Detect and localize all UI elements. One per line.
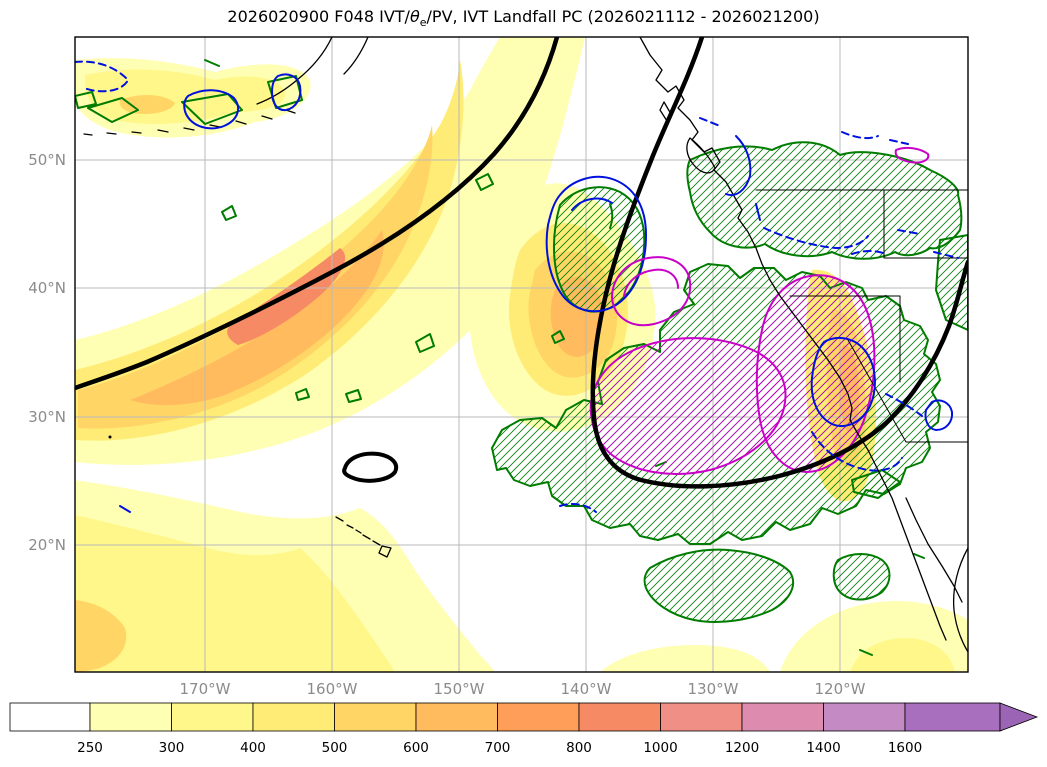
- colorbar-segment: [578, 702, 661, 732]
- colorbar-segment: [904, 702, 1001, 732]
- x-axis-labels: 170°W 160°W 150°W 140°W 130°W 120°W: [180, 680, 866, 698]
- colorbar-segment: [497, 702, 580, 732]
- pv-contour-closed-cell: [342, 451, 398, 483]
- title-text-2: /PV, IVT Landfall PC (2026021112 - 20260…: [426, 7, 820, 26]
- colorbar-extend-arrow: [999, 702, 1039, 732]
- pv-contours: [75, 37, 968, 489]
- blue-contours-dashed: [75, 60, 959, 513]
- y-tick-label: 50°N: [28, 151, 66, 169]
- colorbar-segment: [823, 702, 906, 732]
- x-tick-label: 120°W: [815, 680, 866, 698]
- title-text-1: 2026020900 F048 IVT/: [227, 7, 410, 26]
- colorbar-tick-label: 1400: [806, 740, 840, 756]
- colorbar-segment: [334, 702, 417, 732]
- colorbar-tick-label: 700: [485, 740, 511, 756]
- colorbar-tick-label: 400: [240, 740, 266, 756]
- pv-contour-west: [75, 37, 560, 391]
- y-axis-labels: 50°N 40°N 30°N 20°N: [28, 151, 66, 554]
- coastlines: [83, 37, 968, 653]
- colorbar-tick-label: 1600: [888, 740, 922, 756]
- colorbar-tick-label: 250: [77, 740, 103, 756]
- colorbar-tick-label: 600: [403, 740, 429, 756]
- x-tick-label: 130°W: [688, 680, 739, 698]
- colorbar-tick-label: 300: [159, 740, 185, 756]
- x-tick-label: 140°W: [561, 680, 612, 698]
- map-layers: [75, 37, 968, 672]
- title-theta-symbol: θ: [409, 7, 420, 26]
- title-theta-subscript: e: [419, 16, 427, 30]
- colorbar-tick-label: 1000: [643, 740, 677, 756]
- x-tick-label: 150°W: [434, 680, 485, 698]
- blue-contours-solid: [119, 73, 954, 513]
- colorbar-segment: [171, 702, 254, 732]
- magenta-shaded-regions: [589, 274, 876, 475]
- green-contour-small: [75, 59, 925, 656]
- colorbar-tick-label: 1200: [725, 740, 759, 756]
- hawaii-islands: [335, 516, 392, 558]
- magenta-contours: [611, 146, 930, 327]
- colorbar-segment: [9, 702, 91, 732]
- x-tick-label: 160°W: [307, 680, 358, 698]
- colorbar-segment: [89, 702, 172, 732]
- map-frame: [74, 36, 969, 673]
- colorbar: 250 300 400 500 600 700 800 1000 1200 1400 1600: [9, 702, 1039, 756]
- colorbar-tick-label: 500: [322, 740, 348, 756]
- y-tick-label: 20°N: [28, 536, 66, 554]
- chart-title: 2026020900 F048 IVT/θe/PV, IVT Landfall …: [0, 7, 1047, 29]
- x-tick-label: 170°W: [180, 680, 231, 698]
- y-tick-label: 40°N: [28, 279, 66, 297]
- colorbar-segment: [660, 702, 743, 732]
- y-tick-label: 30°N: [28, 408, 66, 426]
- colorbar-segment: [741, 702, 824, 732]
- colorbar-segment: [252, 702, 335, 732]
- state-borders: [755, 189, 968, 443]
- colorbar-segment: [415, 702, 498, 732]
- pv-contour-east: [590, 37, 968, 489]
- colorbar-tick-label: 800: [566, 740, 592, 756]
